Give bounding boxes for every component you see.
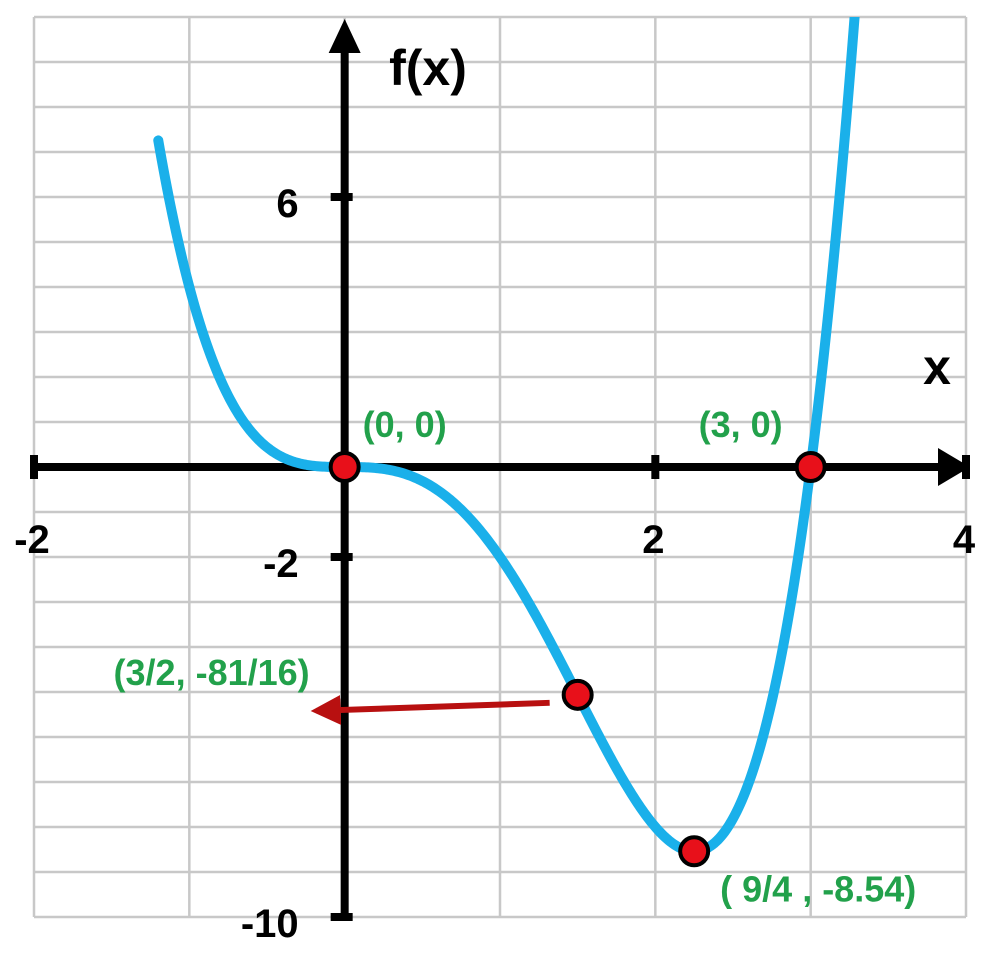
x-tick-label: -2	[14, 518, 50, 562]
key-point-marker	[561, 678, 594, 711]
y-tick-label: -10	[241, 902, 299, 946]
x-axis-arrowhead	[938, 448, 970, 486]
function-curve	[153, 17, 860, 857]
y-tick-label: -2	[263, 542, 299, 586]
y-axis-title: f(x)	[389, 40, 467, 96]
y-axis-arrowhead	[328, 19, 361, 53]
curve-layer	[153, 17, 860, 857]
x-tick-label: 2	[642, 518, 664, 562]
annotation-arrow-layer	[310, 694, 550, 725]
key-point-label: (3, 0)	[699, 404, 783, 445]
key-point-marker	[328, 451, 361, 483]
y-tick-label: 6	[276, 182, 298, 226]
annotation-arrow	[310, 694, 550, 725]
point-layer	[328, 451, 827, 868]
key-point-label: (3/2, -81/16)	[114, 652, 310, 693]
key-point-marker	[794, 451, 827, 483]
key-point-marker	[678, 835, 711, 868]
key-point-label: ( 9/4 , -8.54)	[720, 868, 916, 909]
x-tick-label: 4	[953, 518, 976, 562]
x-axis-title: x	[923, 339, 951, 395]
label-layer: -2 2 4 6 -2 -10 x f(x) (0, 0) (3, 0) (3/2, -81/16)…	[14, 40, 976, 946]
key-point-label: (0, 0)	[363, 404, 447, 445]
